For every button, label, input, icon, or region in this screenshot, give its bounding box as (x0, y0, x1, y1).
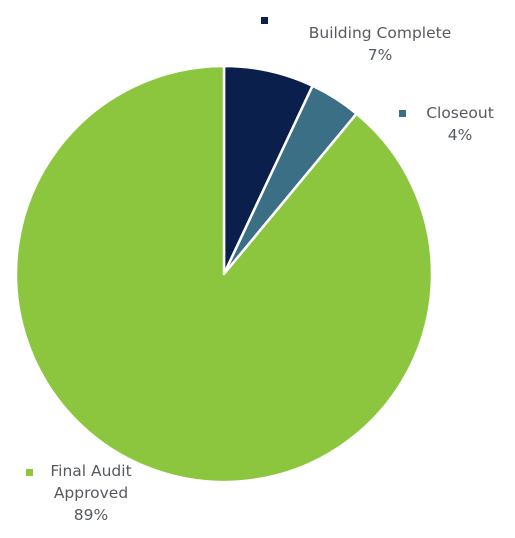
slice-label-final-audit-approved-name-line1: Final Audit (50, 462, 132, 480)
slice-label-final-audit-approved-percent: 89% (73, 506, 109, 524)
pie-slice-final-audit-approved (14, 64, 434, 484)
legend-swatch-closeout (399, 110, 406, 117)
slice-label-final-audit-approved: Final Audit Approved 89% (16, 460, 166, 526)
legend-swatch-final-audit-approved (26, 469, 33, 476)
legend-swatch-building-complete (261, 17, 268, 24)
slice-label-closeout-percent: 4% (447, 126, 473, 144)
slice-label-closeout-name: Closeout (426, 104, 494, 122)
slice-label-final-audit-approved-name-line2: Approved (53, 484, 129, 502)
slice-label-building-complete: Building Complete 7% (290, 22, 470, 66)
slice-label-building-complete-name: Building Complete (308, 24, 452, 42)
slice-label-building-complete-percent: 7% (367, 46, 393, 64)
slice-label-closeout: Closeout 4% (400, 102, 515, 146)
